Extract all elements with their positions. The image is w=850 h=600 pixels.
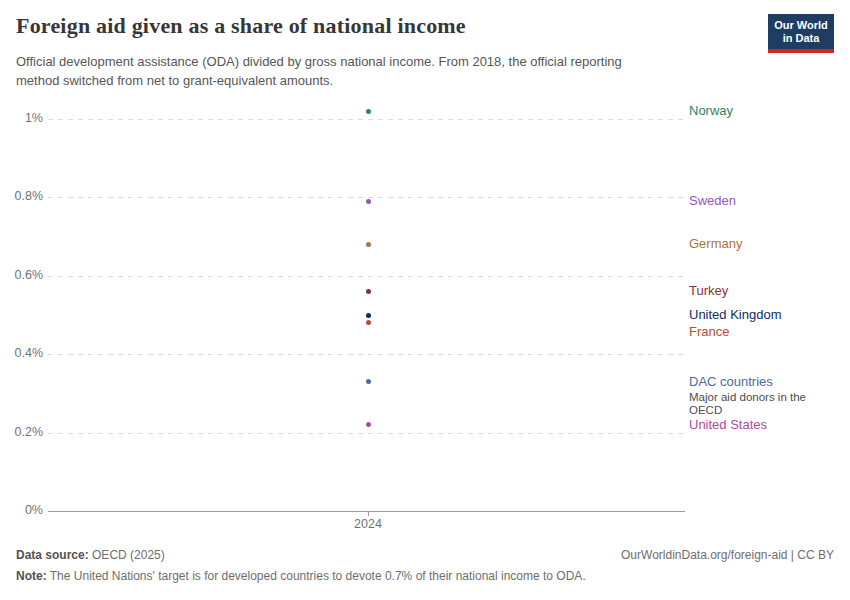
data-point-dac-countries[interactable] — [366, 379, 371, 384]
data-source-label: Data source: — [16, 548, 89, 562]
series-label-norway[interactable]: Norway — [689, 103, 733, 118]
owid-chart-page: { "header": { "title": "Foreign aid give… — [0, 0, 850, 600]
series-annotation-dac-countries: Major aid donors in the OECD — [689, 391, 821, 418]
data-point-france[interactable] — [366, 320, 371, 325]
note-value: The United Nations' target is for develo… — [47, 569, 586, 583]
series-label-united-kingdom[interactable]: United Kingdom — [689, 307, 782, 322]
data-point-united-states[interactable] — [366, 422, 371, 427]
data-source-value: OECD (2025) — [89, 548, 165, 562]
gridline-0-2- — [48, 433, 685, 434]
scatter-chart-plot-area: 0% 0.2% 0.4% 0.6% 0.8% 1% 2024 Norway Sweden Germ… — [0, 0, 850, 545]
series-label-france[interactable]: France — [689, 324, 729, 339]
y-axis-tick-label: 0.2% — [0, 425, 43, 439]
y-axis-tick-label: 0% — [0, 503, 43, 517]
gridline-0-6- — [48, 276, 685, 277]
data-point-turkey[interactable] — [366, 289, 371, 294]
series-label-germany[interactable]: Germany — [689, 236, 742, 251]
gridline-0- — [48, 511, 685, 512]
series-label-turkey[interactable]: Turkey — [689, 283, 728, 298]
y-axis-tick-label: 0.8% — [0, 189, 43, 203]
data-point-united-kingdom[interactable] — [366, 313, 371, 318]
x-axis-tick-mark — [368, 512, 369, 516]
y-axis-tick-label: 1% — [0, 111, 43, 125]
series-label-dac-countries[interactable]: DAC countries — [689, 374, 773, 389]
data-source-line: Data source: OECD (2025) — [16, 548, 165, 562]
x-axis-tick-label: 2024 — [338, 517, 398, 531]
data-point-sweden[interactable] — [366, 199, 371, 204]
series-label-sweden[interactable]: Sweden — [689, 193, 736, 208]
note-label: Note: — [16, 569, 47, 583]
attribution-link[interactable]: OurWorldinData.org/foreign-aid | CC BY — [621, 548, 834, 562]
data-point-germany[interactable] — [366, 242, 371, 247]
y-axis-tick-label: 0.4% — [0, 346, 43, 360]
series-label-united-states[interactable]: United States — [689, 417, 767, 432]
y-axis-tick-label: 0.6% — [0, 268, 43, 282]
data-point-norway[interactable] — [366, 109, 371, 114]
note-line: Note: The United Nations' target is for … — [16, 569, 586, 583]
gridline-1- — [48, 119, 685, 120]
gridline-0-4- — [48, 354, 685, 355]
